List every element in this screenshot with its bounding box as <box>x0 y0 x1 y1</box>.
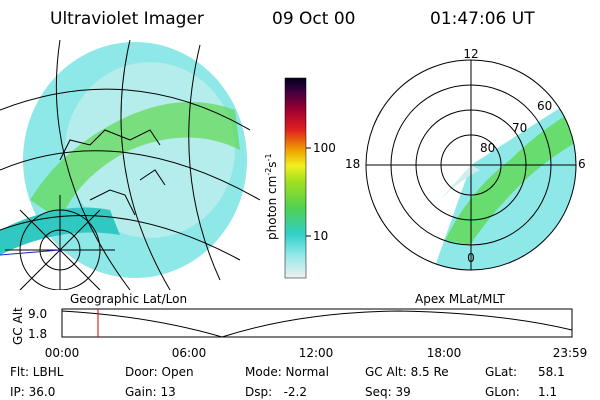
colorbar-tick-label: 100 <box>313 141 336 155</box>
footer-field: Seq: 39 <box>365 385 411 399</box>
alt-curve <box>61 310 573 338</box>
geographic-image <box>0 40 261 290</box>
polar-image <box>430 95 576 270</box>
unit-part: photon cm <box>265 176 279 240</box>
footer-field: 58.1 <box>538 365 565 379</box>
time-label: 23:59 <box>553 346 588 360</box>
footer-field: GC Alt: 8.5 Re <box>365 365 449 379</box>
unit-part: -2 <box>264 168 273 176</box>
footer-field: Gain: 13 <box>125 385 176 399</box>
alt-tick-label: 1.8 <box>28 327 47 341</box>
date: 09 Oct 00 <box>272 9 355 29</box>
unit-part: s <box>265 161 279 167</box>
colorbar <box>284 77 307 279</box>
polar-label: 12 <box>463 47 478 61</box>
footer-field: GLat: <box>485 365 517 379</box>
polar-label: 18 <box>345 157 360 171</box>
footer-field: Flt: LBHL <box>10 365 64 379</box>
map-label: Apex MLat/MLT <box>415 292 505 306</box>
footer-field: Door: Open <box>125 365 194 379</box>
time-label: 00:00 <box>45 346 80 360</box>
colorbar-tick-label: 10 <box>313 229 328 243</box>
polar-label: 0 <box>467 251 475 265</box>
footer-field: GLon: <box>485 385 520 399</box>
polar-label: 6 <box>578 157 586 171</box>
colorbar-unit: photon cm-2s-1 <box>264 153 279 240</box>
footer-field: 1.1 <box>538 385 557 399</box>
alt-tick-label: 9.0 <box>28 307 47 321</box>
time-label: 06:00 <box>172 346 207 360</box>
footer-field: Mode: Normal <box>245 365 329 379</box>
polar-label: 80 <box>480 141 495 155</box>
footer-field: IP: 36.0 <box>10 385 55 399</box>
unit-part: -1 <box>264 153 273 161</box>
time-label: 18:00 <box>427 346 462 360</box>
polar-grid <box>365 59 577 271</box>
polar-label: 70 <box>512 121 527 135</box>
polar-label: 60 <box>537 99 552 113</box>
title: Ultraviolet Imager <box>50 9 204 29</box>
alt-box <box>61 308 573 338</box>
axis-label: GC Alt <box>11 307 25 345</box>
map-label: Geographic Lat/Lon <box>70 292 187 306</box>
footer: Flt: LBHL Door: Open Mode: Normal GC Alt: 8… <box>10 365 565 399</box>
time-label: 12:00 <box>299 346 334 360</box>
time: 01:47:06 UT <box>430 9 535 29</box>
footer-field: Dsp: -2.2 <box>245 385 307 399</box>
